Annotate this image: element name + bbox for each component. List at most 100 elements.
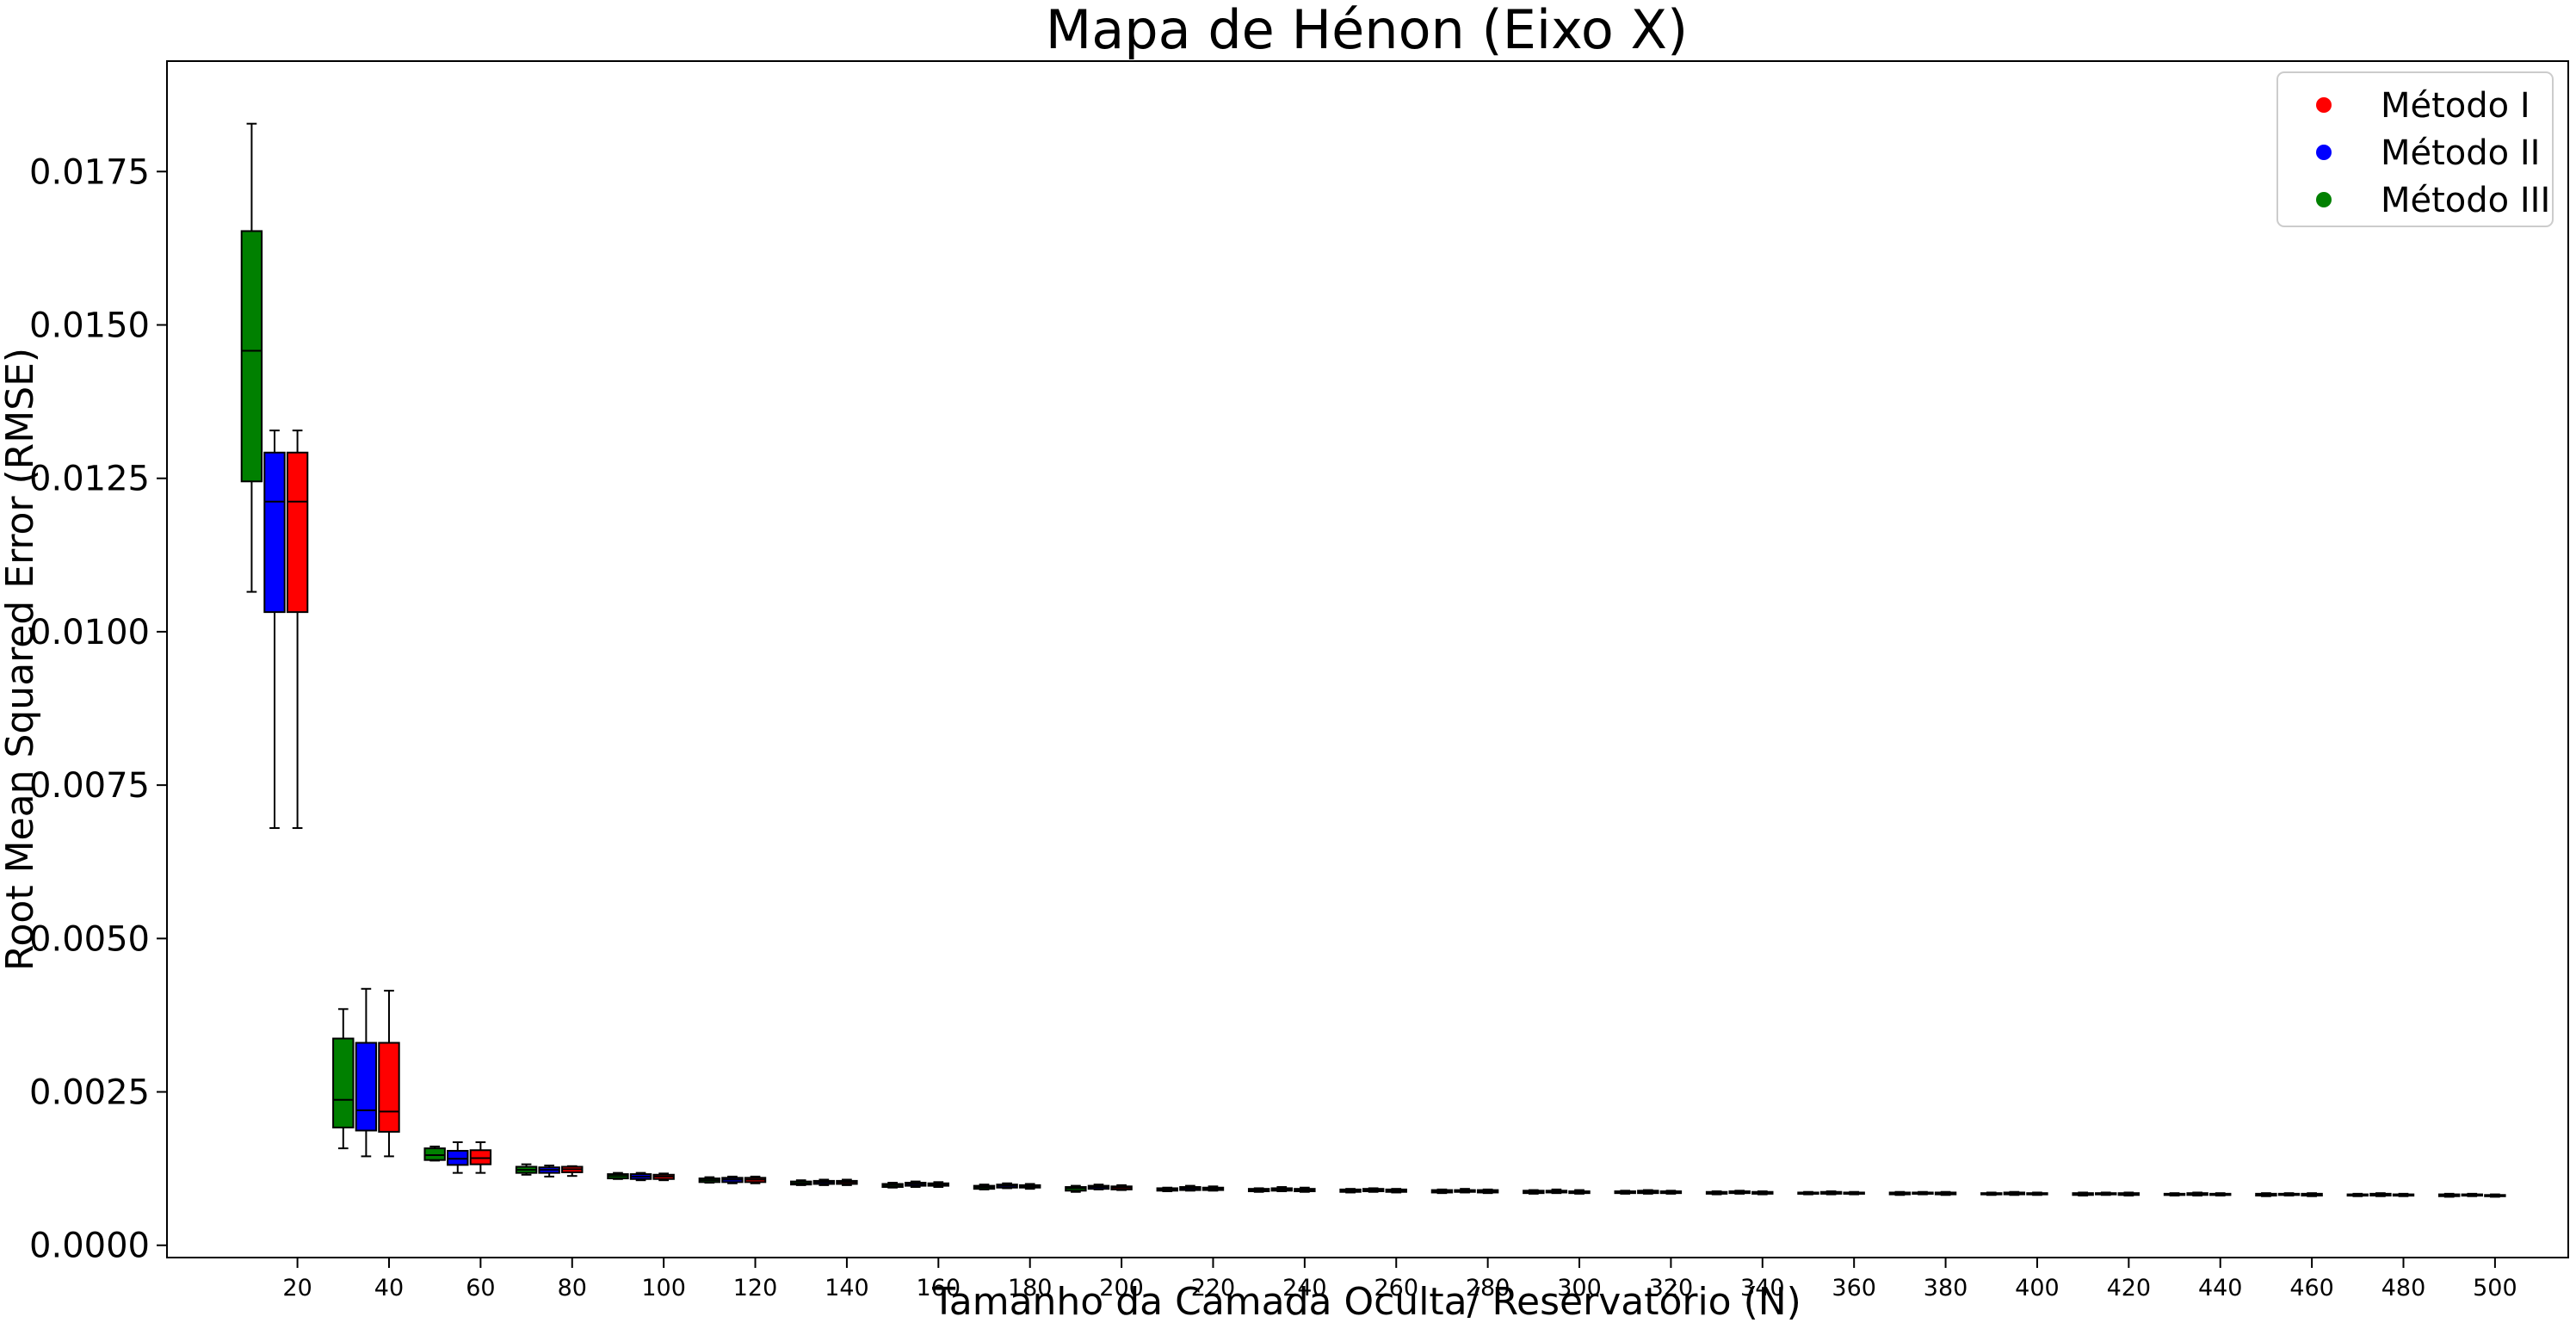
box-m-todo-ii-80	[538, 1165, 560, 1178]
box-m-todo-iii-460	[2255, 1192, 2277, 1197]
x-tick-label: 60	[466, 1275, 495, 1301]
box-m-todo-i-60	[469, 1140, 492, 1174]
box-m-todo-iii-400	[1980, 1191, 2003, 1196]
box-m-todo-ii-140	[812, 1178, 836, 1186]
box-m-todo-ii-180	[996, 1182, 1018, 1190]
y-tick-label: 0.0100	[29, 613, 150, 652]
box-body	[378, 1042, 400, 1133]
x-axis-ticks: 20 40 60 80 100 120 140 160 180 200 220 240 260 280 30…	[282, 1258, 2517, 1301]
plot-area	[240, 122, 2506, 1198]
box-m-todo-i-40	[378, 989, 400, 1158]
box-m-todo-i-300	[1568, 1189, 1591, 1195]
series-m-todo-iii	[240, 122, 2461, 1198]
x-tick-label: 440	[2198, 1275, 2243, 1301]
box-m-todo-i-260	[1385, 1188, 1407, 1194]
box-m-todo-iii-100	[607, 1171, 629, 1180]
x-tick-label: 340	[1740, 1275, 1785, 1301]
box-m-todo-ii-460	[2277, 1192, 2301, 1197]
x-tick-label: 180	[1008, 1275, 1053, 1301]
y-axis-label: Root Mean Squared Error (RMSE)	[0, 348, 42, 971]
box-m-todo-ii-40	[355, 987, 378, 1158]
x-tick-label: 220	[1191, 1275, 1236, 1301]
box-m-todo-i-340	[1751, 1190, 1774, 1196]
y-tick-label: 0.0025	[29, 1073, 150, 1113]
box-m-todo-i-120	[744, 1175, 767, 1184]
box-m-todo-iii-300	[1523, 1189, 1545, 1195]
box-m-todo-i-140	[836, 1178, 858, 1186]
x-tick-label: 300	[1557, 1275, 1602, 1301]
y-tick-label: 0.0175	[29, 152, 150, 192]
box-m-todo-ii-220	[1179, 1184, 1202, 1192]
box-body	[447, 1149, 469, 1166]
box-m-todo-ii-240	[1270, 1186, 1293, 1193]
box-m-todo-ii-440	[2186, 1191, 2208, 1197]
box-m-todo-i-100	[652, 1172, 675, 1182]
box-m-todo-ii-340	[1728, 1190, 1751, 1195]
box-m-todo-iii-20	[240, 122, 263, 593]
box-m-todo-iii-320	[1614, 1190, 1636, 1195]
box-body	[355, 1042, 378, 1132]
legend-marker	[2316, 192, 2332, 207]
box-m-todo-iii-180	[973, 1184, 996, 1190]
box-m-todo-i-420	[2117, 1191, 2140, 1197]
x-tick-label: 160	[917, 1275, 961, 1301]
box-m-todo-i-220	[1202, 1185, 1225, 1192]
x-tick-label: 380	[1924, 1275, 1968, 1301]
x-tick-label: 20	[282, 1275, 312, 1301]
box-m-todo-iii-40	[332, 1008, 355, 1150]
box-m-todo-iii-380	[1888, 1190, 1912, 1196]
box-m-todo-i-400	[2026, 1191, 2048, 1196]
x-tick-label: 460	[2289, 1275, 2334, 1301]
y-tick-label: 0.0075	[29, 766, 150, 806]
box-body	[286, 451, 309, 614]
box-m-todo-ii-60	[447, 1140, 469, 1174]
y-tick-label: 0.0000	[29, 1227, 150, 1266]
x-tick-label: 40	[374, 1275, 404, 1301]
x-tick-label: 260	[1374, 1275, 1418, 1301]
x-tick-label: 400	[2015, 1275, 2060, 1301]
box-m-todo-ii-380	[1912, 1190, 1934, 1196]
y-tick-label: 0.0125	[29, 460, 150, 499]
plot-frame	[166, 60, 2569, 1258]
box-m-todo-iii-420	[2072, 1191, 2094, 1197]
box-m-todo-i-160	[927, 1181, 950, 1189]
box-m-todo-iii-240	[1247, 1187, 1270, 1193]
box-body	[240, 230, 263, 483]
box-m-todo-ii-280	[1454, 1188, 1476, 1194]
box-m-todo-ii-120	[721, 1175, 744, 1184]
box-m-todo-ii-420	[2095, 1191, 2117, 1196]
box-body	[469, 1149, 492, 1165]
legend-frame	[2276, 71, 2554, 227]
y-tick-label: 0.0050	[29, 919, 150, 959]
x-tick-label: 100	[641, 1275, 686, 1301]
x-axis-label: Tamanho da Camada Oculta/ Reservatório (…	[931, 1280, 1801, 1324]
x-tick-label: 240	[1282, 1275, 1327, 1301]
x-tick-label: 80	[558, 1275, 587, 1301]
box-m-todo-i-360	[1843, 1190, 1865, 1196]
box-body	[263, 451, 286, 614]
box-m-todo-i-380	[1934, 1190, 1957, 1196]
series-m-todo-i	[286, 430, 2506, 1198]
box-m-todo-i-500	[2484, 1193, 2506, 1198]
box-m-todo-i-80	[561, 1165, 584, 1178]
box-m-todo-i-20	[286, 430, 309, 830]
box-m-todo-ii-260	[1362, 1187, 1385, 1193]
box-m-todo-iii-340	[1705, 1190, 1728, 1196]
x-tick-label: 200	[1099, 1275, 1144, 1301]
legend-marker	[2316, 145, 2332, 160]
box-m-todo-ii-500	[2461, 1192, 2483, 1197]
x-tick-label: 120	[733, 1275, 778, 1301]
box-m-todo-iii-260	[1339, 1188, 1362, 1194]
box-m-todo-iii-480	[2346, 1192, 2369, 1197]
legend-label: Método II	[2381, 133, 2540, 173]
box-m-todo-i-320	[1659, 1190, 1683, 1195]
legend-label: Método III	[2381, 181, 2550, 220]
box-m-todo-ii-300	[1545, 1188, 1568, 1195]
box-m-todo-i-460	[2301, 1192, 2323, 1197]
box-m-todo-ii-200	[1087, 1184, 1110, 1190]
chart-title: Mapa de Hénon (Eixo X)	[1046, 0, 1688, 61]
box-m-todo-iii-200	[1065, 1184, 1087, 1193]
y-axis-ticks: 0.0000 0.0025 0.0050 0.0075 0.0100 0.0125 0.01…	[29, 152, 167, 1266]
box-m-todo-iii-500	[2437, 1192, 2461, 1198]
box-m-todo-iii-120	[698, 1176, 721, 1184]
